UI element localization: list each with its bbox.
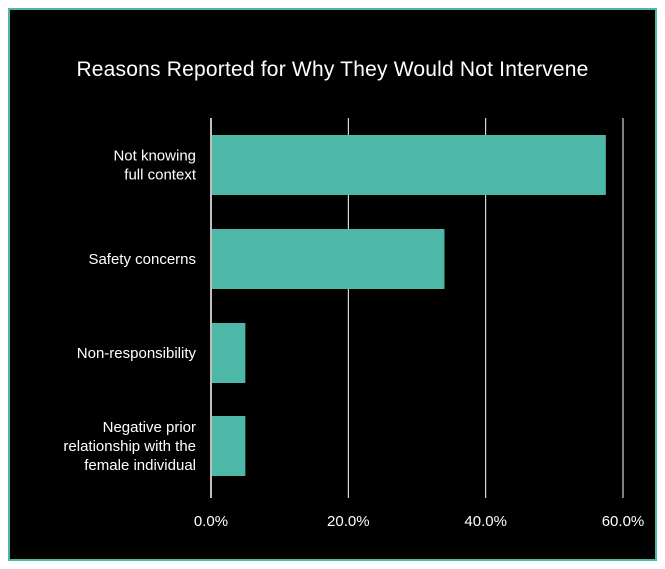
x-tick-label-3: 60.0% bbox=[602, 513, 645, 530]
category-label-3: Negative prior relationship with the femal… bbox=[63, 419, 196, 474]
category-label-1: Safety concerns bbox=[88, 251, 196, 268]
category-label-2: Non-responsibility bbox=[77, 345, 197, 362]
bar-3 bbox=[212, 416, 246, 476]
bar-0 bbox=[212, 135, 606, 195]
category-label-0: Not knowing full context bbox=[113, 148, 196, 184]
bar-1 bbox=[212, 229, 445, 289]
x-tick-label-0: 0.0% bbox=[194, 513, 228, 530]
x-tick-label-1: 20.0% bbox=[327, 513, 370, 530]
x-tick-label-2: 40.0% bbox=[464, 513, 507, 530]
bar-2 bbox=[212, 323, 246, 383]
chart-title: Reasons Reported for Why They Would Not … bbox=[76, 58, 589, 81]
